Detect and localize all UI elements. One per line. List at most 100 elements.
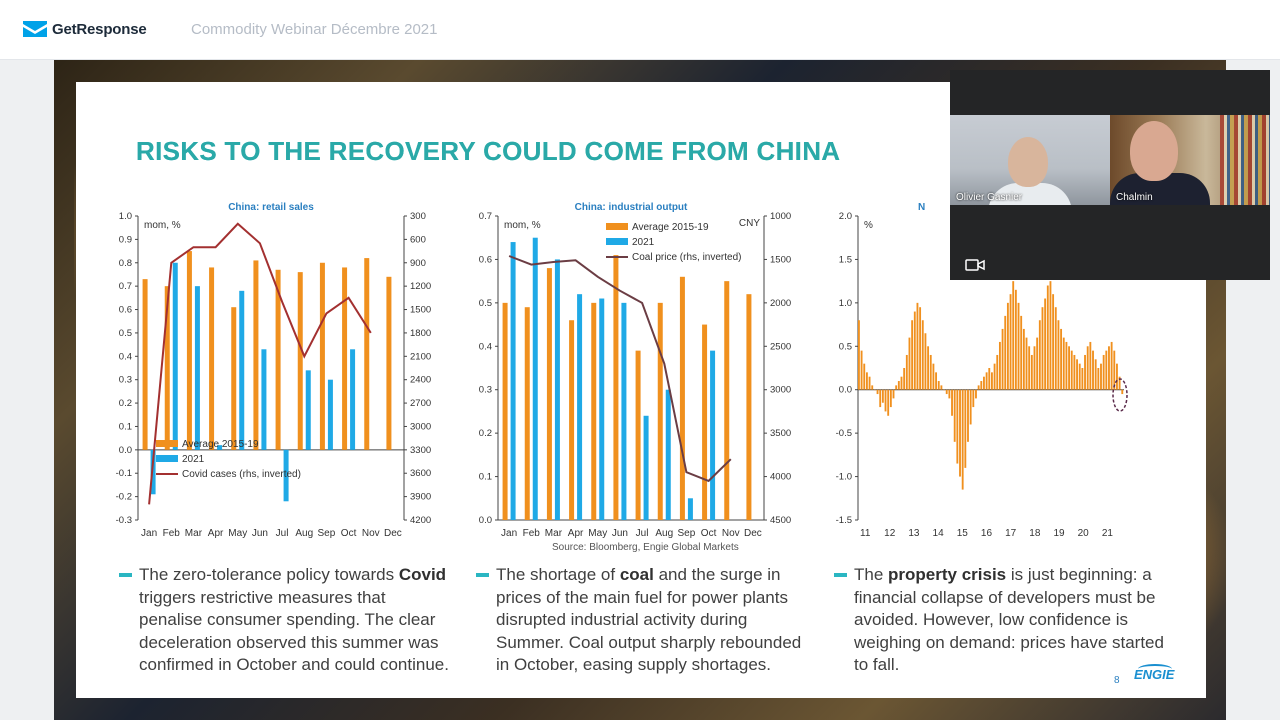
bar — [1038, 320, 1041, 390]
y2-tick-label: 3000 — [770, 385, 791, 396]
x-tick-label: Jul — [636, 528, 649, 539]
bar — [657, 302, 663, 520]
bar — [1060, 328, 1063, 390]
y-tick-label: 0.6 — [119, 305, 132, 316]
y-tick-label: 2.0 — [839, 211, 852, 222]
x-tick-label: 21 — [1102, 528, 1114, 539]
x-tick-label: Feb — [523, 528, 541, 539]
webinar-title: Commodity Webinar Décembre 2021 — [191, 21, 438, 38]
bar — [1073, 354, 1076, 390]
y-axis-label: mom, % — [504, 220, 541, 231]
y-tick-label: 0.6 — [479, 254, 492, 265]
camera-icon[interactable] — [965, 258, 985, 272]
bar — [959, 389, 961, 477]
bar — [969, 389, 972, 425]
legend-label: Average 2015-19 — [632, 222, 709, 233]
bar — [554, 259, 560, 520]
participant-tile[interactable]: Chalmin — [1110, 115, 1270, 205]
x-tick-label: Apr — [208, 528, 224, 539]
bar — [948, 389, 951, 399]
legend-label: Coal price (rhs, inverted) — [632, 252, 741, 263]
y-tick-label: -0.2 — [116, 492, 132, 503]
bullet-marker — [476, 573, 489, 577]
x-tick-label: Jul — [276, 528, 289, 539]
bar — [900, 376, 903, 390]
bar — [1078, 363, 1081, 390]
bullet-marker — [834, 573, 847, 577]
bar — [932, 363, 935, 390]
x-tick-label: Feb — [163, 528, 181, 539]
legend-label: Covid cases (rhs, inverted) — [182, 469, 301, 480]
y2-tick-label: 2100 — [410, 351, 431, 362]
bar — [524, 307, 530, 520]
bar — [1105, 350, 1108, 390]
bar — [386, 276, 392, 450]
legend-swatch — [156, 455, 178, 462]
participant-tile[interactable]: Olivier Gasnier — [950, 115, 1110, 205]
y-tick-label: 0.8 — [119, 258, 132, 269]
x-tick-label: 17 — [1005, 528, 1017, 539]
participant-name: Olivier Gasnier — [956, 192, 1023, 203]
bar — [868, 376, 871, 390]
bar — [895, 385, 898, 390]
y-tick-label: 0.0 — [119, 445, 132, 456]
bar — [876, 389, 879, 395]
x-tick-label: 11 — [860, 528, 871, 539]
x-tick-label: 20 — [1078, 528, 1090, 539]
bar — [150, 449, 156, 495]
bar — [1102, 354, 1105, 390]
legend-label: Average 2015-19 — [182, 439, 259, 450]
bar — [1100, 363, 1102, 390]
x-tick-label: 13 — [908, 528, 920, 539]
bar — [1121, 389, 1124, 395]
y2-tick-label: 4000 — [770, 472, 791, 483]
bar — [998, 341, 1001, 390]
y-tick-label: -1.5 — [836, 515, 852, 526]
bar — [1116, 363, 1118, 390]
bar — [988, 368, 991, 390]
y2-tick-label: 2000 — [770, 298, 791, 309]
video-panel[interactable]: Olivier Gasnier Chalmin — [950, 70, 1270, 280]
y2-tick-label: 300 — [410, 211, 426, 222]
x-tick-label: Nov — [362, 528, 380, 539]
y-tick-label: 0.7 — [119, 281, 132, 292]
bar — [916, 302, 919, 390]
bar — [924, 333, 927, 390]
y2-tick-label: 3500 — [770, 428, 791, 439]
bar — [911, 320, 914, 390]
bar — [1022, 328, 1025, 390]
bar — [613, 255, 619, 521]
getresponse-logo[interactable]: GetResponse — [22, 19, 147, 39]
bar — [1076, 359, 1078, 390]
industrial-output-chart: China: industrial output 0.7 0.6 0.5 0.4 0.3 0… — [456, 200, 796, 540]
bar — [897, 381, 900, 390]
y-tick-label: -0.3 — [116, 515, 132, 526]
y-tick-label: 0.3 — [479, 385, 492, 396]
x-tick-label: 14 — [933, 528, 945, 539]
chart-title: N — [918, 202, 925, 213]
chart-source: Source: Bloomberg, Engie Global Markets — [552, 542, 739, 553]
bar — [1033, 346, 1036, 390]
bar — [873, 389, 876, 391]
x-tick-label: Nov — [722, 528, 740, 539]
bar — [951, 389, 953, 416]
chart-svg: N 2.0 1.5 1.0 0.5 0.0 -0.5 -1.0 -1.5% 11 12 13 14 15 1… — [836, 202, 1128, 539]
bar — [231, 307, 237, 450]
bar — [1081, 368, 1084, 390]
bar — [1092, 350, 1094, 390]
bar — [881, 389, 884, 403]
bar — [1006, 302, 1009, 390]
legend-label: 2021 — [632, 237, 655, 248]
bar — [635, 350, 641, 520]
y-tick-label: 0.7 — [479, 211, 492, 222]
bar — [687, 498, 693, 520]
bar — [297, 272, 303, 450]
bar — [283, 449, 289, 502]
x-tick-label: 15 — [957, 528, 969, 539]
participant-name: Chalmin — [1116, 192, 1153, 203]
bar — [591, 302, 597, 520]
x-tick-label: Sep — [678, 528, 696, 539]
chart-svg: China: retail sales 1.0 0.9 0.8 0.7 0.6 0.5 0.4… — [116, 202, 432, 539]
y2-tick-label: 3600 — [410, 468, 431, 479]
x-tick-label: Jan — [501, 528, 517, 539]
